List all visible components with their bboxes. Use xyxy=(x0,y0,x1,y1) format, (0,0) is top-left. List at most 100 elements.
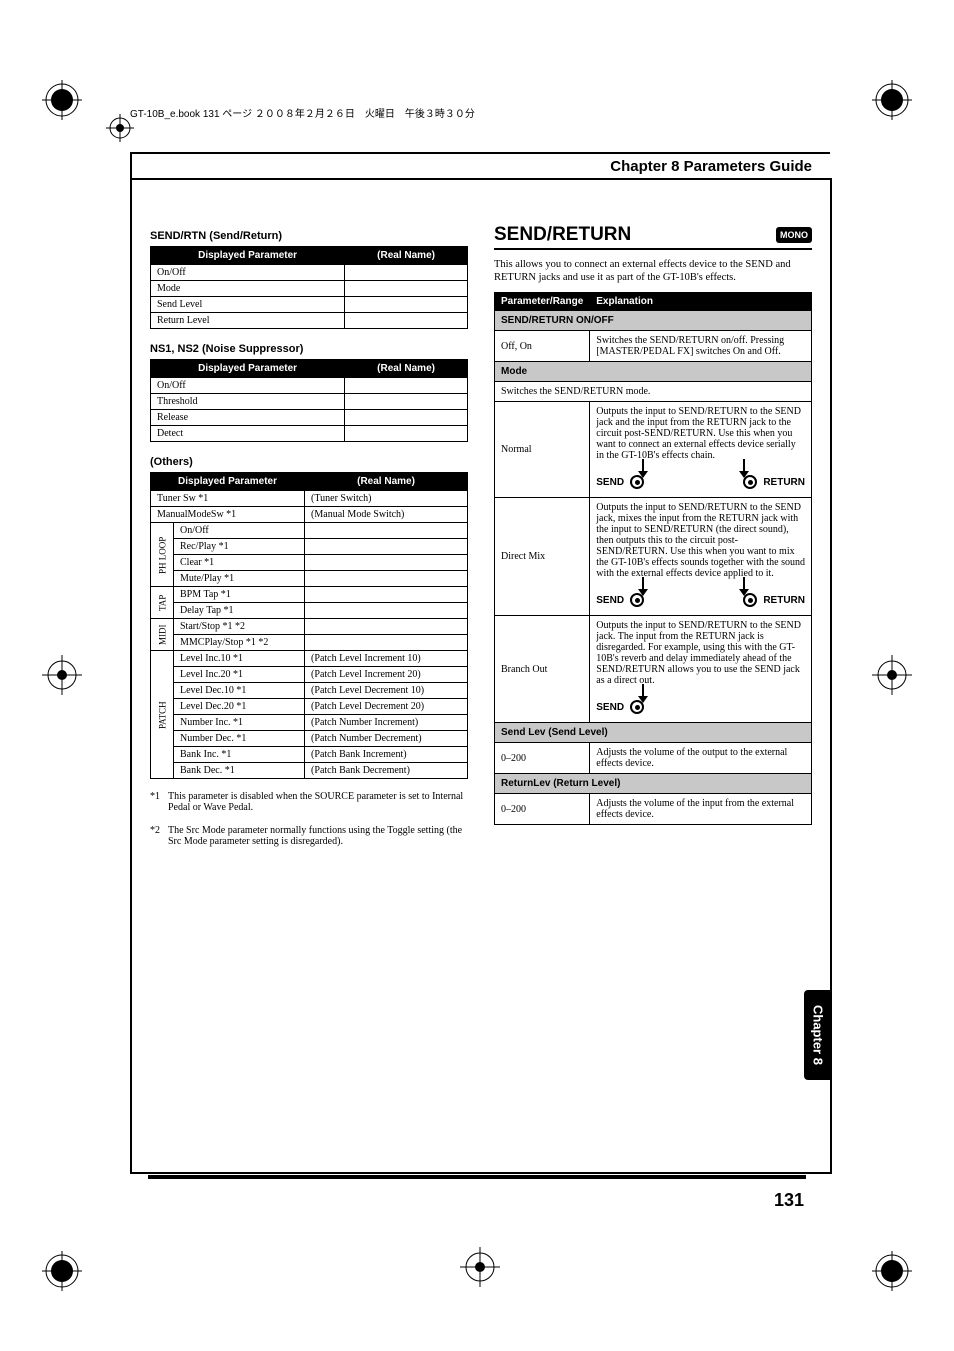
th-displayed: Displayed Parameter xyxy=(151,247,345,265)
cell-displayed: On/Off xyxy=(174,523,305,539)
content-frame: Chapter 8 Parameters Guide SEND/RTN (Sen… xyxy=(130,152,830,1172)
arrow-down-icon xyxy=(737,575,751,597)
cell-displayed: Level Dec.20 *1 xyxy=(174,699,305,715)
cell-displayed: ManualModeSw *1 xyxy=(151,507,305,523)
cell-param: Normal xyxy=(495,402,590,498)
send-label: SEND xyxy=(596,477,624,488)
send-return-title-row: SEND/RETURN MONO xyxy=(494,224,812,250)
cell-realname: (Manual Mode Switch) xyxy=(305,507,468,523)
cell-explanation: Outputs the input to SEND/RETURN to the … xyxy=(590,616,812,723)
cell-displayed: Mute/Play *1 xyxy=(174,571,305,587)
subsection-row: Mode xyxy=(495,362,812,382)
table-row: NormalOutputs the input to SEND/RETURN t… xyxy=(495,402,812,498)
subsection-heading: Send Lev (Send Level) xyxy=(495,723,812,743)
th-explanation: Explanation xyxy=(590,293,812,311)
cell-displayed: Start/Stop *1 *2 xyxy=(174,619,305,635)
send-diagram: SEND xyxy=(596,696,805,718)
subsection-row: SEND/RETURN ON/OFF xyxy=(495,311,812,331)
subsection-heading: Mode xyxy=(495,362,812,382)
cell-displayed: Detect xyxy=(151,426,345,442)
footnote-2: *2 The Src Mode parameter normally funct… xyxy=(150,825,468,847)
cell-displayed: Rec/Play *1 xyxy=(174,539,305,555)
cell-displayed: On/Off xyxy=(151,265,345,281)
cell-realname xyxy=(305,635,468,651)
cell-realname xyxy=(305,555,468,571)
table-row: MIDIStart/Stop *1 *2 xyxy=(151,619,468,635)
send-return-intro: This allows you to connect an external e… xyxy=(494,258,812,284)
cell-displayed: Number Dec. *1 xyxy=(174,731,305,747)
arrow-up-icon xyxy=(636,682,650,704)
cell-explanation: Outputs the input to SEND/RETURN to the … xyxy=(590,402,812,498)
group-label: MIDI xyxy=(151,619,174,651)
cell-realname xyxy=(305,523,468,539)
subsection-heading: ReturnLev (Return Level) xyxy=(495,774,812,794)
cell-displayed: MMCPlay/Stop *1 *2 xyxy=(174,635,305,651)
table-row: Mute/Play *1 xyxy=(151,571,468,587)
cell-realname xyxy=(345,378,468,394)
footnote-text: The Src Mode parameter normally function… xyxy=(168,825,468,847)
cell-displayed: BPM Tap *1 xyxy=(174,587,305,603)
footnote-text: This parameter is disabled when the SOUR… xyxy=(168,791,468,813)
cell-realname: (Patch Level Increment 20) xyxy=(305,667,468,683)
th-param-range: Parameter/Range xyxy=(495,293,590,311)
table-row: MMCPlay/Stop *1 *2 xyxy=(151,635,468,651)
cell-explanation: Adjusts the volume of the output to the … xyxy=(590,743,812,774)
subsection-heading: SEND/RETURN ON/OFF xyxy=(495,311,812,331)
reg-mark-mid-left xyxy=(42,655,82,695)
cell-realname xyxy=(305,587,468,603)
cell-realname xyxy=(345,394,468,410)
table-row: Clear *1 xyxy=(151,555,468,571)
group-label: PH LOOP xyxy=(151,523,174,587)
others-table: Displayed Parameter(Real Name) Tuner Sw … xyxy=(150,472,468,779)
table-row: TAPBPM Tap *1 xyxy=(151,587,468,603)
cell-displayed: Threshold xyxy=(151,394,345,410)
mono-badge: MONO xyxy=(776,227,812,243)
table-row: Branch OutOutputs the input to SEND/RETU… xyxy=(495,616,812,723)
reg-mark-bottom-center xyxy=(460,1247,500,1287)
table-row: On/Off xyxy=(151,265,468,281)
cell-realname xyxy=(345,297,468,313)
cell-realname xyxy=(305,539,468,555)
cell-realname: (Patch Bank Decrement) xyxy=(305,763,468,779)
cell-param: Direct Mix xyxy=(495,498,590,616)
cell-realname: (Patch Number Decrement) xyxy=(305,731,468,747)
table-row: Bank Inc. *1(Patch Bank Increment) xyxy=(151,747,468,763)
cell-displayed: Mode xyxy=(151,281,345,297)
return-label: RETURN xyxy=(763,595,805,606)
reg-mark-top-right xyxy=(872,80,912,120)
reg-mark-top-left xyxy=(42,80,82,120)
group-label: PATCH xyxy=(151,651,174,779)
return-label: RETURN xyxy=(763,477,805,488)
table-row: PATCHLevel Inc.10 *1(Patch Level Increme… xyxy=(151,651,468,667)
table-row: Return Level xyxy=(151,313,468,329)
cell-param: Off, On xyxy=(495,331,590,362)
cell-displayed: Number Inc. *1 xyxy=(174,715,305,731)
group-label: TAP xyxy=(151,587,174,619)
cell-realname: (Patch Level Decrement 20) xyxy=(305,699,468,715)
th-realname: (Real Name) xyxy=(345,247,468,265)
cell-realname xyxy=(345,410,468,426)
cell-explanation: Outputs the input to SEND/RETURN to the … xyxy=(590,498,812,616)
th-displayed: Displayed Parameter xyxy=(151,473,305,491)
cell-displayed: Tuner Sw *1 xyxy=(151,491,305,507)
send-return-diagram: SEND RETURN xyxy=(596,471,805,493)
cell-realname xyxy=(345,281,468,297)
chapter-title: Chapter 8 Parameters Guide xyxy=(610,154,812,179)
ns-table: Displayed Parameter(Real Name) On/OffThr… xyxy=(150,359,468,442)
send-label: SEND xyxy=(596,702,624,713)
left-column: SEND/RTN (Send/Return) Displayed Paramet… xyxy=(150,224,468,847)
send-return-title: SEND/RETURN xyxy=(494,224,631,246)
cell-displayed: Return Level xyxy=(151,313,345,329)
print-header: GT-10B_e.book 131 ページ ２００８年２月２６日 火曜日 午後３… xyxy=(130,105,475,120)
others-heading: (Others) xyxy=(150,456,468,468)
table-row: PH LOOPOn/Off xyxy=(151,523,468,539)
cell-displayed: Send Level xyxy=(151,297,345,313)
cell-displayed: Release xyxy=(151,410,345,426)
cell-realname: (Patch Number Increment) xyxy=(305,715,468,731)
table-row: Off, OnSwitches the SEND/RETURN on/off. … xyxy=(495,331,812,362)
cell-realname: (Patch Level Increment 10) xyxy=(305,651,468,667)
reg-mark-bottom-right xyxy=(872,1251,912,1291)
footnote-1: *1 This parameter is disabled when the S… xyxy=(150,791,468,813)
table-row: Number Inc. *1(Patch Number Increment) xyxy=(151,715,468,731)
table-row: Delay Tap *1 xyxy=(151,603,468,619)
